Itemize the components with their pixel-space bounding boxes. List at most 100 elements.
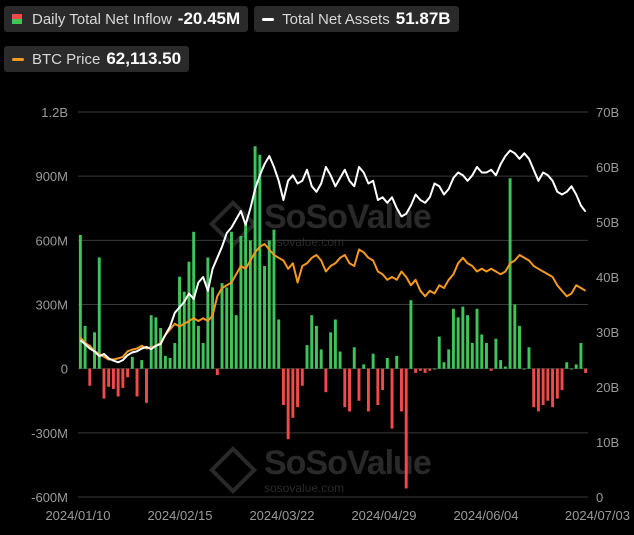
legend-item-btc-price[interactable]: BTC Price 62,113.50 bbox=[4, 46, 190, 72]
x-tick-label: 2024/02/15 bbox=[147, 508, 212, 523]
inflow-bar bbox=[211, 287, 215, 369]
inflow-bar bbox=[579, 343, 583, 369]
inflow-bar bbox=[286, 368, 290, 440]
inflow-bar bbox=[126, 368, 130, 378]
inflow-bar bbox=[168, 357, 172, 369]
left-tick-label: 600M bbox=[35, 233, 68, 248]
inflow-bar bbox=[390, 368, 394, 429]
inflow-bar bbox=[305, 345, 309, 369]
inflow-bar bbox=[423, 368, 427, 373]
inflow-bar bbox=[83, 325, 87, 369]
inflow-bar bbox=[499, 360, 503, 369]
x-tick-label: 2024/06/04 bbox=[453, 508, 518, 523]
left-tick-label: -600M bbox=[31, 490, 68, 505]
inflow-bar bbox=[400, 368, 403, 412]
inflow-bar bbox=[107, 368, 111, 387]
inflow-bar bbox=[324, 368, 328, 393]
inflow-bar bbox=[362, 364, 366, 369]
inflow-bar bbox=[456, 317, 460, 369]
inflow-bar bbox=[239, 236, 243, 369]
inflow-bar bbox=[201, 343, 205, 369]
inflow-bar bbox=[555, 368, 559, 399]
x-tick-label: 2024/01/10 bbox=[45, 508, 110, 523]
legend-value-assets: 51.87B bbox=[395, 9, 451, 28]
inflow-bar bbox=[541, 368, 545, 406]
inflow-bar bbox=[466, 315, 470, 369]
inflow-bar bbox=[527, 347, 531, 369]
inflow-bar bbox=[536, 368, 540, 412]
inflow-bar bbox=[551, 368, 555, 408]
chart-lines bbox=[79, 149, 587, 364]
legend-item-daily-net-inflow[interactable]: Daily Total Net Inflow -20.45M bbox=[4, 6, 249, 32]
inflow-bar bbox=[522, 368, 526, 370]
inflow-bar bbox=[97, 257, 101, 369]
total-net-assets-line bbox=[79, 149, 587, 364]
inflow-bars bbox=[78, 146, 588, 489]
inflow-bar bbox=[584, 368, 588, 373]
inflow-bar bbox=[381, 368, 385, 391]
inflow-bar bbox=[404, 368, 408, 489]
bar-swatch-icon bbox=[12, 14, 22, 24]
inflow-bar bbox=[352, 347, 356, 369]
inflow-bar bbox=[88, 368, 92, 386]
inflow-bar bbox=[475, 308, 479, 369]
inflow-bar bbox=[296, 368, 300, 408]
right-tick-label: 30B bbox=[596, 325, 619, 340]
inflow-bar bbox=[300, 368, 304, 386]
inflow-bar bbox=[272, 229, 276, 369]
inflow-bar bbox=[258, 154, 262, 369]
inflow-bar bbox=[385, 357, 389, 369]
left-tick-label: -300M bbox=[31, 426, 68, 441]
inflow-bar bbox=[315, 325, 318, 369]
left-tick-label: 0 bbox=[61, 362, 68, 377]
legend-label-inflow: Daily Total Net Inflow bbox=[32, 10, 172, 28]
inflow-bar bbox=[447, 349, 451, 369]
inflow-bar bbox=[78, 234, 82, 369]
inflow-bar bbox=[333, 319, 337, 369]
inflow-bar bbox=[518, 325, 521, 369]
inflow-bar bbox=[159, 328, 163, 369]
left-tick-label: 900M bbox=[35, 169, 68, 184]
legend-label-assets: Total Net Assets bbox=[282, 10, 390, 28]
inflow-bar bbox=[329, 332, 333, 369]
grid-lines bbox=[78, 111, 588, 498]
left-tick-label: 300M bbox=[35, 298, 68, 313]
inflow-bar bbox=[409, 300, 413, 369]
inflow-bar bbox=[428, 368, 432, 371]
inflow-bar bbox=[503, 366, 507, 369]
inflow-bar bbox=[121, 368, 125, 388]
inflow-bar bbox=[244, 223, 248, 369]
right-tick-label: 20B bbox=[596, 380, 619, 395]
inflow-bar bbox=[570, 368, 573, 370]
legend-item-total-net-assets[interactable]: Total Net Assets 51.87B bbox=[254, 6, 459, 32]
inflow-bar bbox=[130, 356, 134, 369]
inflow-bar bbox=[513, 304, 517, 369]
inflow-bar bbox=[414, 368, 418, 373]
inflow-bar bbox=[574, 364, 578, 369]
inflow-bar bbox=[485, 343, 488, 369]
right-tick-label: 10B bbox=[596, 435, 619, 450]
x-tick-label: 2024/03/22 bbox=[249, 508, 314, 523]
inflow-bar bbox=[470, 343, 474, 369]
inflow-bar bbox=[154, 317, 158, 369]
inflow-bar bbox=[111, 368, 115, 389]
inflow-bar bbox=[178, 276, 181, 369]
inflow-bar bbox=[267, 240, 271, 369]
white-line-swatch-icon bbox=[262, 17, 275, 21]
inflow-bar bbox=[546, 368, 550, 401]
inflow-bar bbox=[225, 287, 229, 369]
right-tick-label: 50B bbox=[596, 215, 619, 230]
inflow-bar bbox=[418, 368, 422, 371]
inflow-bar bbox=[565, 362, 569, 369]
inflow-bar bbox=[461, 306, 465, 369]
inflow-bar bbox=[357, 368, 361, 401]
inflow-bar bbox=[343, 368, 347, 408]
inflow-bar bbox=[480, 334, 484, 369]
inflow-bar bbox=[182, 291, 186, 369]
inflow-bar bbox=[532, 368, 536, 408]
legend-value-btc: 62,113.50 bbox=[106, 49, 182, 68]
inflow-bar bbox=[163, 355, 167, 369]
inflow-bar bbox=[338, 351, 342, 369]
inflow-bar bbox=[494, 338, 498, 369]
